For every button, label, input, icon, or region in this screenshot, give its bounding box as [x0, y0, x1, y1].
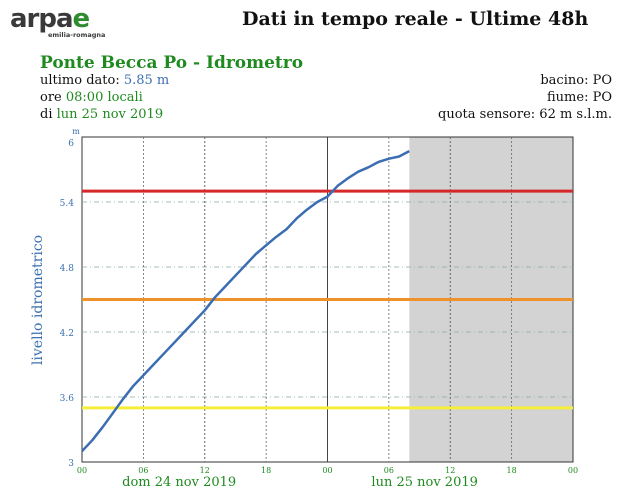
y-tick-label: 4.2: [60, 329, 74, 339]
logo-word: arpae: [10, 4, 91, 34]
time-prefix: ore: [40, 90, 66, 105]
logo-subtitle: emilia-romagna: [48, 31, 106, 39]
date-row: di lun 25 nov 2019: [40, 106, 169, 123]
series-line: [81, 149, 410, 453]
logo-text: arpae: [10, 6, 105, 32]
last-value-label: ultimo dato:: [40, 73, 124, 88]
y-tick-label: 5.4: [60, 199, 75, 209]
last-data-info: ultimo dato: 5.85 m ore 08:00 locali di …: [40, 72, 169, 123]
x-date-label: dom 24 nov 2019: [122, 475, 236, 490]
x-tick-label: 12: [200, 466, 210, 475]
y-tick-label: 6: [68, 139, 74, 149]
y-tick-label: 4.8: [60, 264, 75, 274]
time-value: 08:00 locali: [65, 90, 143, 105]
logo-letters: arpa: [10, 4, 74, 34]
x-date-label: lun 25 nov 2019: [371, 475, 477, 490]
station-title: Ponte Becca Po - Idrometro: [40, 53, 304, 73]
x-tick-label: 12: [445, 466, 455, 475]
arpae-logo: arpae emilia-romagna: [10, 6, 105, 39]
x-tick-label: 00: [322, 466, 332, 475]
y-tick-label: 3: [68, 459, 74, 469]
x-tick-label: 00: [568, 466, 578, 475]
logo-accent-letter: e: [72, 4, 91, 34]
basin-info: bacino: PO: [540, 73, 612, 88]
y-unit-label: m: [72, 127, 80, 136]
x-tick-label: 00: [77, 466, 87, 475]
date-prefix: di: [40, 107, 57, 122]
x-tick-label: 18: [261, 466, 271, 475]
page-title: Dati in tempo reale - Ultime 48h: [242, 8, 589, 30]
x-tick-label: 06: [138, 466, 148, 475]
y-axis-label: livello idrometrico: [30, 235, 46, 365]
station-meta: bacino: PO fiume: PO quota sensore: 62 m…: [438, 72, 612, 123]
last-value-row: ultimo dato: 5.85 m: [40, 72, 169, 89]
x-tick-label: 18: [507, 466, 517, 475]
river-info: fiume: PO: [547, 90, 612, 105]
last-value: 5.85 m: [123, 73, 170, 88]
time-row: ore 08:00 locali: [40, 89, 169, 106]
date-value: lun 25 nov 2019: [56, 107, 164, 122]
y-tick-label: 3.6: [60, 394, 75, 404]
x-tick-label: 06: [384, 466, 394, 475]
sensor-info: quota sensore: 62 m s.l.m.: [438, 107, 612, 122]
